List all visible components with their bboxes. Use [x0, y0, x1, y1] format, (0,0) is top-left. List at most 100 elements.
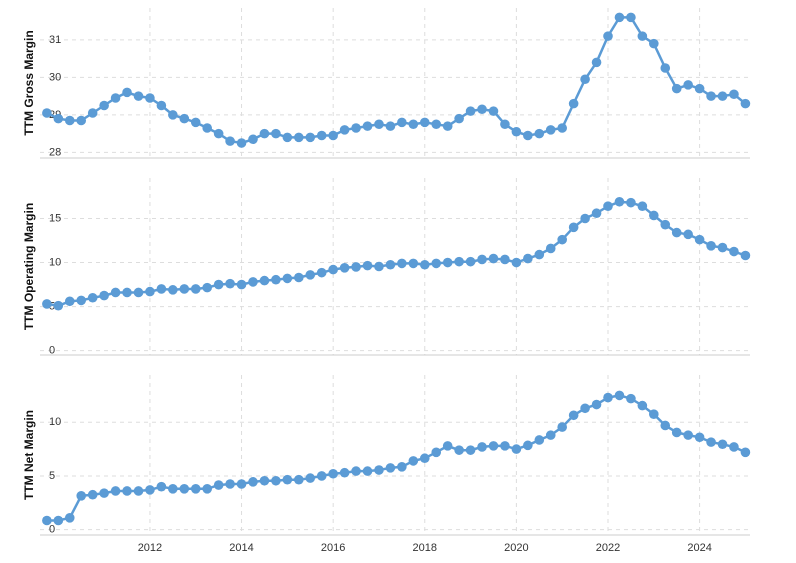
point: [213, 128, 224, 139]
point: [271, 475, 281, 486]
point: [110, 287, 121, 298]
point: [660, 63, 671, 73]
point: [671, 427, 682, 438]
point: [374, 465, 384, 475]
point: [99, 290, 109, 301]
point: [431, 447, 442, 458]
point: [236, 279, 247, 290]
point: [42, 299, 52, 309]
point: [614, 12, 625, 23]
point: [53, 515, 64, 526]
point: [717, 439, 728, 450]
point: [76, 491, 87, 501]
point: [294, 474, 304, 485]
y-axis-title: TTM Net Margin: [22, 410, 36, 500]
point: [580, 74, 590, 85]
point: [259, 275, 270, 286]
point: [649, 38, 659, 49]
point: [442, 441, 453, 451]
point: [637, 201, 648, 211]
y-axis-title: TTM Gross Margin: [22, 30, 36, 135]
point: [683, 430, 693, 440]
point: [271, 128, 281, 139]
point: [626, 12, 636, 23]
point: [64, 296, 75, 307]
point: [351, 262, 361, 272]
point: [248, 277, 258, 287]
point: [225, 136, 235, 146]
point: [339, 467, 350, 478]
point: [156, 481, 167, 492]
point: [328, 130, 338, 141]
point: [64, 115, 75, 126]
point: [87, 489, 98, 500]
point: [488, 106, 499, 116]
point: [614, 390, 625, 401]
point: [511, 257, 522, 268]
point: [706, 91, 716, 101]
point: [591, 208, 602, 219]
x-tick-label: 2012: [138, 542, 162, 554]
point: [660, 420, 671, 431]
point: [179, 113, 190, 124]
point: [236, 138, 247, 148]
point: [740, 98, 751, 109]
point: [729, 442, 739, 452]
point: [523, 130, 533, 141]
point: [614, 196, 625, 207]
point: [133, 287, 144, 298]
point: [454, 445, 464, 455]
point: [122, 87, 132, 98]
point: [500, 119, 510, 130]
point: [740, 250, 751, 261]
point: [626, 197, 636, 208]
point: [717, 242, 728, 253]
point: [557, 123, 567, 133]
x-tick-label: 2016: [321, 542, 345, 554]
y-tick-label: 0: [49, 524, 55, 536]
point: [339, 125, 350, 135]
point: [385, 121, 396, 131]
point: [591, 57, 602, 68]
point: [156, 100, 167, 111]
point: [259, 475, 270, 486]
point: [99, 488, 109, 498]
point: [534, 249, 545, 260]
point: [477, 442, 487, 452]
point: [408, 456, 419, 466]
point: [683, 80, 693, 90]
point: [190, 284, 201, 294]
point: [190, 117, 201, 128]
point: [637, 400, 648, 411]
point: [545, 430, 556, 440]
point: [282, 132, 293, 143]
point: [637, 31, 648, 41]
point: [316, 130, 327, 141]
point: [397, 117, 407, 128]
point: [202, 282, 212, 293]
x-tick-label: 2024: [687, 542, 711, 554]
point: [76, 115, 87, 126]
point: [351, 123, 361, 133]
y-tick-label: 10: [49, 256, 61, 268]
point: [282, 474, 293, 485]
point: [683, 229, 693, 240]
point: [385, 463, 396, 473]
point: [603, 201, 613, 211]
point: [671, 83, 682, 94]
point: [76, 295, 87, 306]
point: [523, 253, 533, 264]
y-axis-title: TTM Operating Margin: [22, 203, 36, 330]
point: [442, 121, 453, 131]
y-tick-label: 31: [49, 34, 61, 46]
point: [213, 279, 224, 290]
point: [557, 422, 567, 432]
point: [465, 445, 476, 455]
point: [568, 222, 579, 233]
point: [545, 125, 556, 135]
point: [328, 468, 338, 479]
point: [145, 485, 155, 495]
y-tick-label: 28: [49, 146, 61, 158]
point: [408, 258, 419, 269]
point: [419, 453, 430, 464]
